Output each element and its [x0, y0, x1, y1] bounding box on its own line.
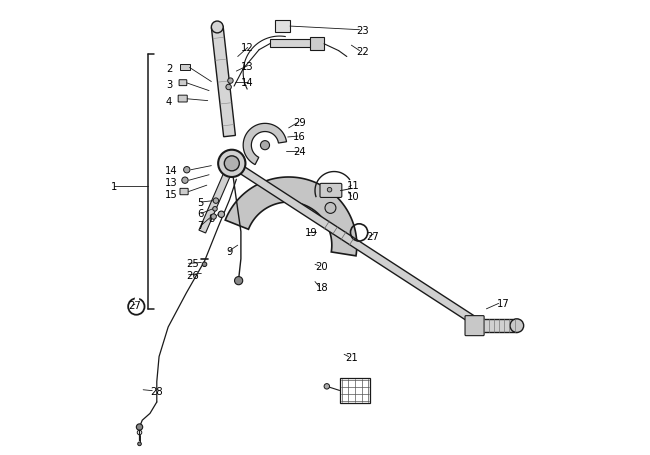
Circle shape [510, 319, 524, 333]
Text: 10: 10 [347, 192, 359, 202]
FancyBboxPatch shape [180, 189, 188, 195]
Circle shape [227, 79, 233, 84]
Bar [311, 38, 324, 51]
Bar [275, 21, 290, 32]
Circle shape [218, 151, 246, 177]
Circle shape [213, 207, 217, 212]
Text: 24: 24 [293, 147, 306, 156]
Circle shape [182, 177, 188, 184]
FancyBboxPatch shape [178, 96, 187, 103]
Text: 8: 8 [208, 213, 214, 223]
Text: 11: 11 [347, 181, 359, 191]
Polygon shape [243, 124, 287, 165]
Text: 19: 19 [305, 227, 317, 237]
Circle shape [136, 424, 143, 430]
Circle shape [211, 22, 223, 34]
Circle shape [213, 198, 218, 204]
Text: 22: 22 [356, 46, 369, 56]
Polygon shape [226, 177, 357, 256]
Polygon shape [482, 319, 517, 333]
Text: 27: 27 [366, 232, 379, 242]
Circle shape [235, 277, 242, 285]
Text: 25: 25 [186, 259, 199, 269]
Bar [339, 378, 370, 403]
Text: 23: 23 [356, 25, 369, 35]
Circle shape [138, 442, 141, 446]
Circle shape [218, 212, 224, 218]
Circle shape [211, 214, 216, 220]
Circle shape [183, 167, 190, 173]
Circle shape [327, 188, 332, 192]
Text: 20: 20 [315, 261, 328, 271]
Text: 2: 2 [166, 64, 172, 74]
Text: 28: 28 [150, 386, 163, 396]
Circle shape [324, 384, 330, 389]
Bar [270, 40, 311, 48]
Circle shape [325, 203, 336, 214]
Text: 26: 26 [186, 270, 199, 280]
Polygon shape [211, 27, 235, 137]
Polygon shape [229, 161, 484, 329]
Text: 7: 7 [197, 221, 203, 231]
Circle shape [224, 157, 239, 172]
Text: 15: 15 [165, 190, 177, 200]
Polygon shape [135, 297, 138, 300]
FancyBboxPatch shape [179, 81, 187, 86]
Text: 4: 4 [166, 96, 172, 106]
FancyBboxPatch shape [320, 184, 342, 198]
Text: 13: 13 [241, 61, 254, 71]
Text: 14: 14 [165, 166, 177, 176]
Text: 9: 9 [226, 246, 233, 256]
Text: 29: 29 [293, 118, 306, 128]
Text: 1: 1 [111, 182, 117, 192]
Text: 21: 21 [345, 352, 358, 362]
Text: 6: 6 [197, 209, 203, 219]
Text: 3: 3 [166, 80, 172, 90]
Text: 18: 18 [316, 283, 328, 293]
Text: 13: 13 [165, 177, 177, 187]
Circle shape [261, 142, 270, 151]
Text: 16: 16 [293, 132, 306, 142]
Text: 27: 27 [129, 301, 141, 310]
Text: 17: 17 [497, 299, 510, 308]
Text: 12: 12 [241, 43, 254, 53]
Circle shape [226, 85, 231, 91]
FancyBboxPatch shape [465, 316, 484, 336]
Polygon shape [199, 162, 235, 233]
Circle shape [202, 263, 207, 267]
Text: 14: 14 [241, 77, 254, 87]
Text: 5: 5 [197, 197, 203, 207]
Bar [181, 65, 190, 71]
